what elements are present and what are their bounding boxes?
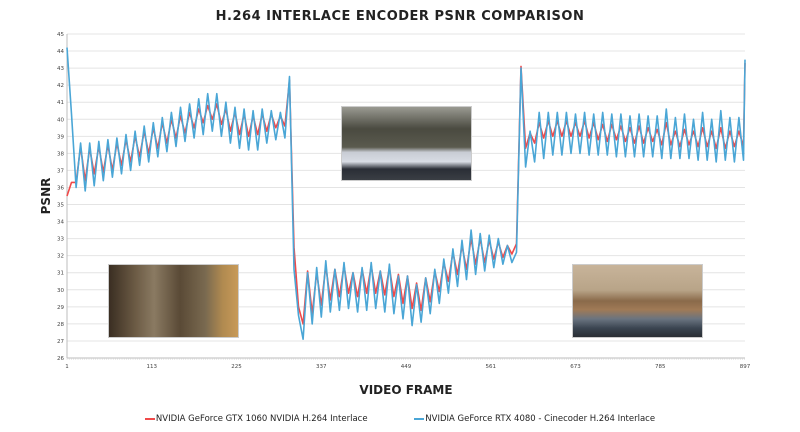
x-tick-label: 785	[655, 364, 666, 370]
y-tick-label: 42	[57, 83, 64, 89]
y-tick-label: 39	[57, 134, 64, 140]
series-line-rtx4080	[66, 47, 746, 340]
y-tick-label: 33	[57, 237, 64, 243]
y-tick-label: 27	[57, 339, 64, 345]
legend-swatch-red	[144, 417, 155, 420]
y-tick-label: 41	[57, 100, 64, 106]
x-tick-label: 673	[570, 364, 581, 370]
y-tick-label: 38	[57, 151, 64, 157]
scene-thumbnail-city	[572, 264, 703, 338]
chart-title: H.264 INTERLACE ENCODER PSNR COMPARISON	[215, 9, 585, 24]
x-tick-label: 225	[231, 364, 242, 370]
x-tick-label: 561	[486, 364, 497, 370]
x-tick-label: 897	[740, 364, 751, 370]
y-tick-label: 37	[57, 168, 64, 174]
y-tick-label: 26	[57, 356, 64, 362]
y-tick-label: 30	[57, 288, 64, 294]
legend-item-gtx1060: NVIDIA GeForce GTX 1060 NVIDIA H.264 Int…	[144, 414, 368, 424]
y-tick-label: 35	[57, 203, 64, 209]
y-tick-label: 29	[57, 305, 64, 311]
legend: NVIDIA GeForce GTX 1060 NVIDIA H.264 Int…	[0, 414, 800, 424]
legend-item-rtx4080: NVIDIA GeForce RTX 4080 - Cinecoder H.26…	[414, 414, 655, 424]
y-tick-label: 43	[57, 66, 64, 72]
y-tick-label: 44	[57, 49, 64, 55]
y-tick-label: 28	[57, 322, 64, 328]
x-tick-label: 337	[316, 364, 327, 370]
y-tick-label: 32	[57, 254, 64, 260]
legend-swatch-blue	[414, 417, 425, 420]
y-axis-title: PSNR	[39, 178, 53, 215]
legend-label: NVIDIA GeForce GTX 1060 NVIDIA H.264 Int…	[155, 414, 368, 424]
y-tick-label: 31	[57, 271, 64, 277]
x-axis-title: VIDEO FRAME	[359, 383, 452, 397]
x-tick-label: 449	[401, 364, 412, 370]
y-tick-label: 36	[57, 185, 64, 191]
legend-label: NVIDIA GeForce RTX 4080 - Cinecoder H.26…	[425, 414, 656, 424]
y-tick-label: 34	[57, 220, 64, 226]
y-tick-label: 45	[57, 32, 64, 38]
scene-thumbnail-interior	[108, 264, 239, 338]
x-tick-label: 1	[65, 364, 69, 370]
y-tick-label: 40	[57, 117, 64, 123]
scene-thumbnail-park	[341, 106, 472, 181]
x-tick-label: 113	[147, 364, 158, 370]
